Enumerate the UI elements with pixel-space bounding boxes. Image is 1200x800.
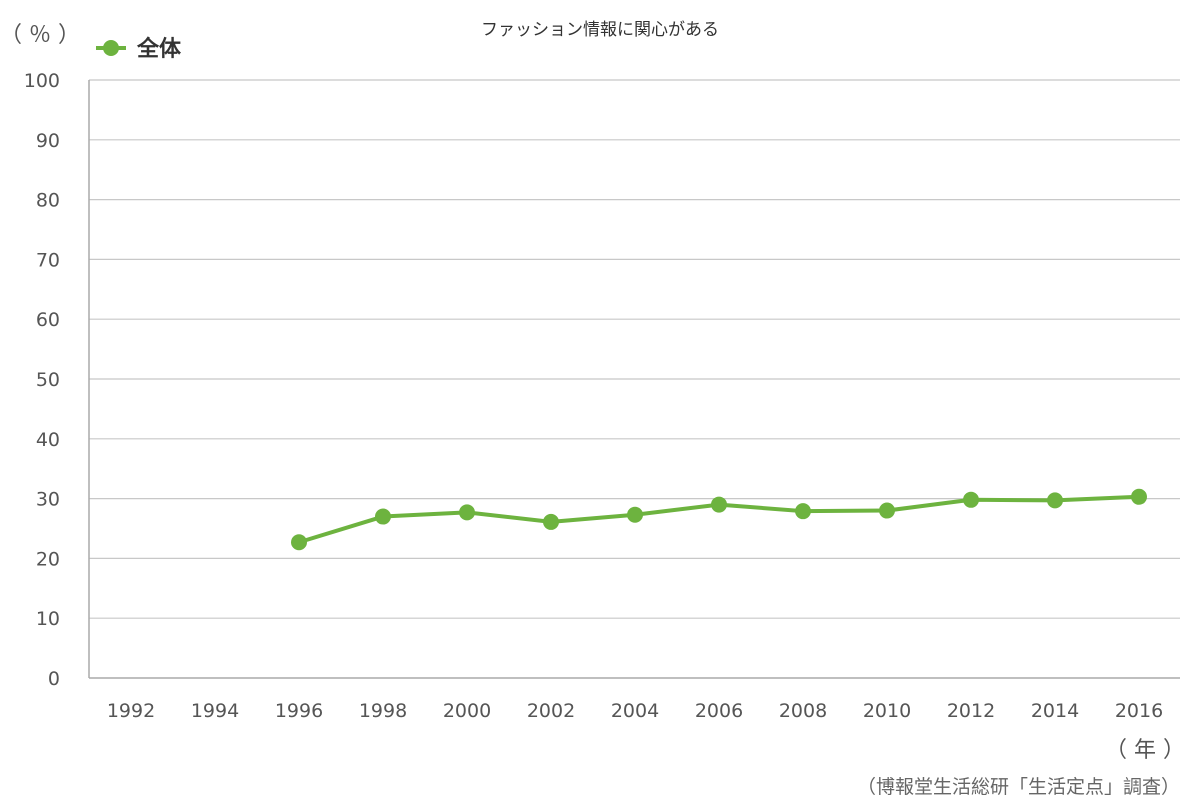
x-tick-label: 2016 xyxy=(1115,700,1163,722)
chart-title: ファッション情報に関心がある xyxy=(481,20,719,40)
x-tick-label: 2012 xyxy=(947,700,995,722)
data-point-2004 xyxy=(627,506,643,523)
y-axis-ticks: 0 10 20 30 40 50 60 70 80 90 100 xyxy=(24,70,60,690)
y-tick-label: 20 xyxy=(36,548,60,570)
grid xyxy=(88,79,1180,679)
y-tick-label: 40 xyxy=(36,429,60,451)
source-note: （博報堂生活総研「生活定点」調査） xyxy=(857,776,1180,798)
x-tick-label: 2010 xyxy=(863,700,911,722)
series-all xyxy=(291,488,1147,551)
x-tick-label: 2008 xyxy=(779,700,827,722)
y-tick-label: 10 xyxy=(36,608,60,630)
data-point-2010 xyxy=(879,502,895,519)
y-tick-label: 80 xyxy=(36,190,60,212)
x-tick-label: 2002 xyxy=(527,700,575,722)
data-point-2006 xyxy=(711,496,727,513)
data-point-2008 xyxy=(795,503,811,520)
x-tick-label: 1996 xyxy=(275,700,323,722)
x-axis-unit-label: （ 年 ） xyxy=(1105,738,1185,763)
legend-marker xyxy=(103,40,119,56)
legend: 全体 xyxy=(96,36,182,62)
y-tick-label: 100 xyxy=(24,70,60,92)
x-tick-label: 2014 xyxy=(1031,700,1079,722)
y-tick-label: 90 xyxy=(36,130,60,152)
x-tick-label: 2000 xyxy=(443,700,491,722)
x-tick-label: 1992 xyxy=(107,700,155,722)
y-tick-label: 70 xyxy=(36,249,60,271)
data-point-2014 xyxy=(1047,492,1063,509)
x-axis-ticks: 1992 1994 1996 1998 2000 2002 2004 2006 2008 2010… xyxy=(107,700,1163,722)
y-tick-label: 30 xyxy=(36,489,60,511)
data-point-2012 xyxy=(963,491,979,508)
y-tick-label: 50 xyxy=(36,369,60,391)
y-tick-label: 0 xyxy=(48,668,60,690)
x-tick-label: 1998 xyxy=(359,700,407,722)
data-point-2000 xyxy=(459,504,475,521)
data-point-2016 xyxy=(1131,488,1147,505)
x-tick-label: 1994 xyxy=(191,700,239,722)
y-axis-unit-label: （ ％ ） xyxy=(0,23,80,48)
y-tick-label: 60 xyxy=(36,309,60,331)
data-point-1998 xyxy=(375,508,391,525)
x-tick-label: 2004 xyxy=(611,700,659,722)
data-point-1996 xyxy=(291,534,307,551)
legend-label-all: 全体 xyxy=(136,36,182,62)
data-point-2002 xyxy=(543,513,559,530)
x-tick-label: 2006 xyxy=(695,700,743,722)
